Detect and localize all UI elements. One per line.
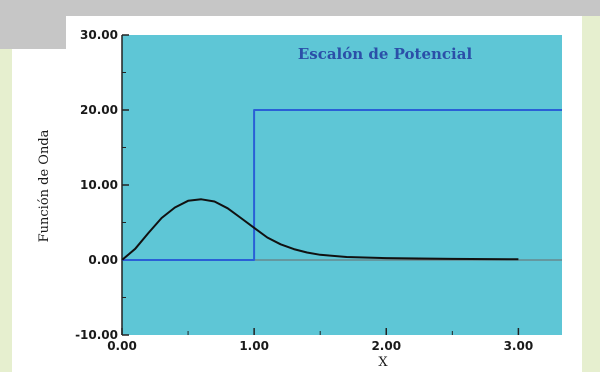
plot-area xyxy=(122,35,562,335)
x-tick-label: 3.00 xyxy=(504,339,534,353)
top-band xyxy=(0,0,600,16)
x-tick-label: 1.00 xyxy=(239,339,269,353)
x-tick-label: 0.00 xyxy=(107,339,137,353)
chart-title: Escalón de Potencial xyxy=(298,45,473,63)
left-strip xyxy=(0,49,12,372)
x-axis-label: X xyxy=(378,355,388,370)
wave-function-line xyxy=(121,198,519,261)
y-tick-label: -10.00 xyxy=(75,328,118,342)
y-tick-label: 20.00 xyxy=(80,103,118,117)
right-strip xyxy=(582,16,600,372)
potential-step-line xyxy=(122,109,562,261)
y-tick-label: 30.00 xyxy=(80,28,118,42)
y-axis-label: Función de Onda xyxy=(37,129,52,242)
x-tick-label: 2.00 xyxy=(371,339,401,353)
y-tick-label: 10.00 xyxy=(80,178,118,192)
y-tick-label: 0.00 xyxy=(88,253,118,267)
corner-block xyxy=(0,16,66,49)
